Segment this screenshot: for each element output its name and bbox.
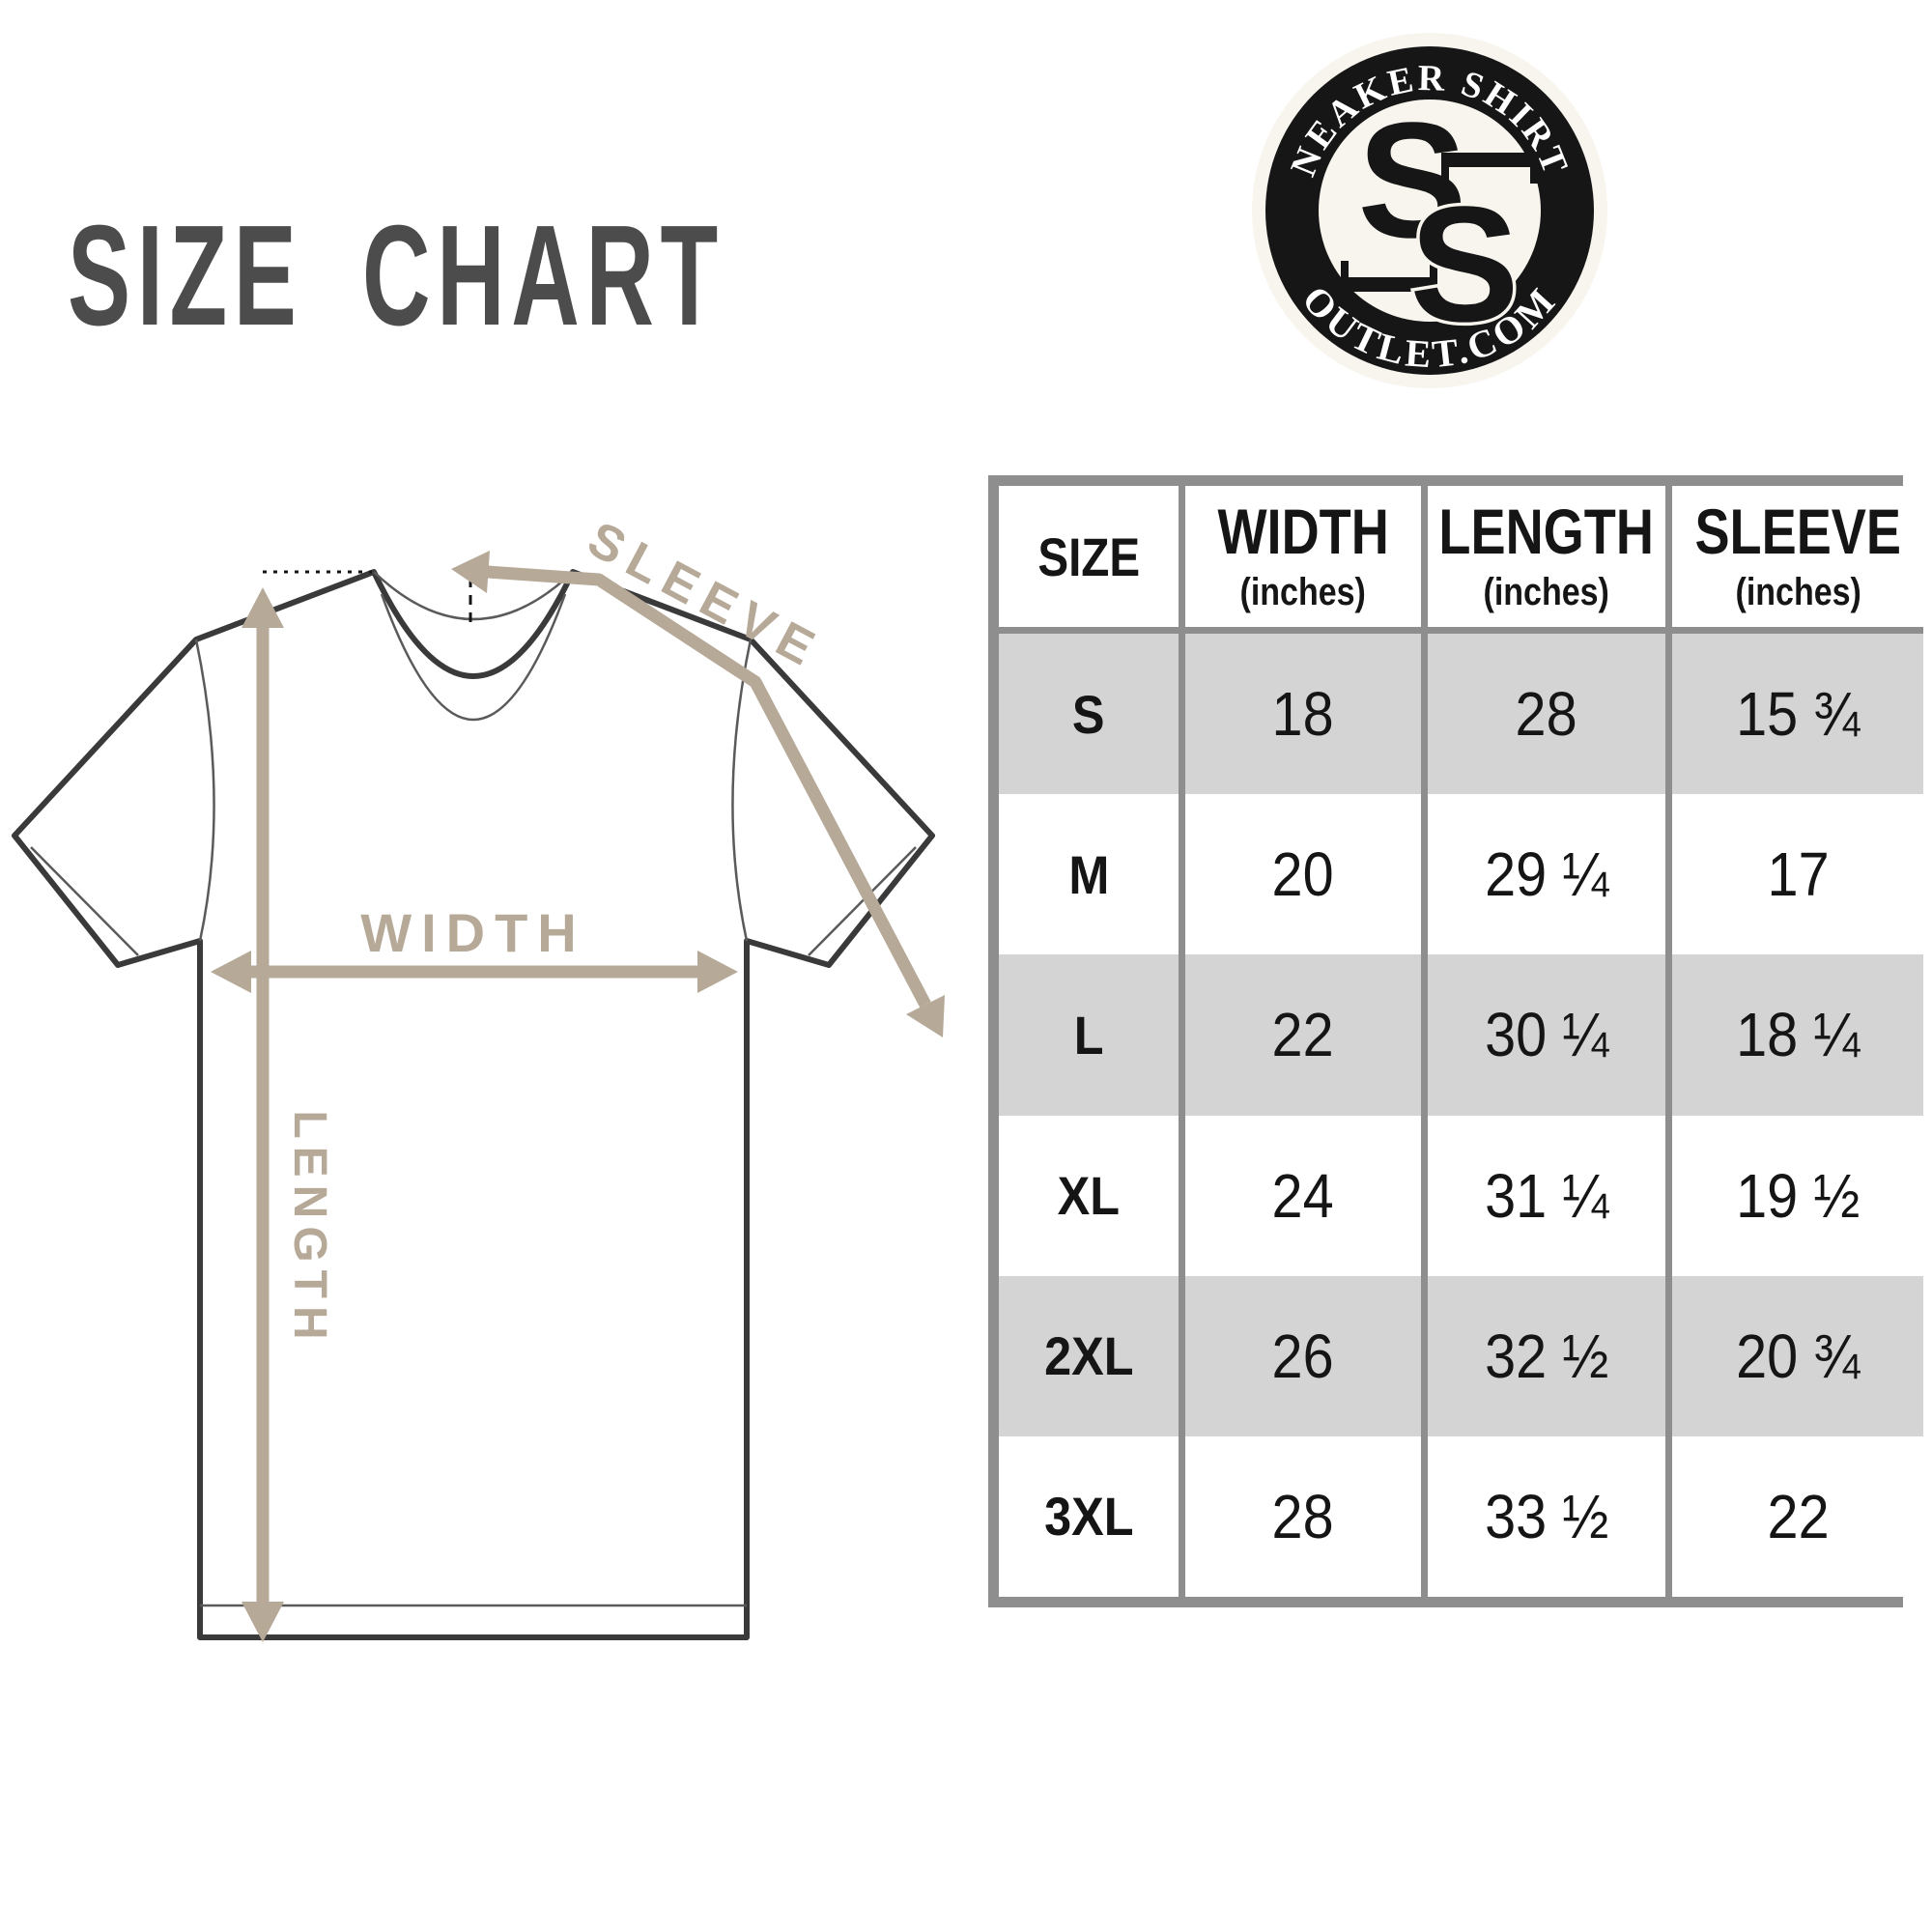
row-3xl-length: 33 ½ xyxy=(1484,1481,1609,1551)
row-l-label: L xyxy=(1073,1004,1104,1065)
row-xl-sleeve: 19 ½ xyxy=(1736,1160,1861,1231)
header-length-unit: (inches) xyxy=(1483,570,1610,613)
row-2xl-width: 26 xyxy=(1271,1321,1335,1391)
header-cell-sleeve: SLEEVE (inches) xyxy=(1672,486,1924,627)
table-row-xl-width: 24 xyxy=(1185,1115,1421,1276)
width-label: WIDTH xyxy=(360,902,586,963)
table-row-m-length: 29 ¼ xyxy=(1428,794,1665,955)
header-sleeve-unit: (inches) xyxy=(1735,570,1861,613)
row-3xl-width: 28 xyxy=(1271,1481,1335,1551)
header-cell-size: SIZE xyxy=(999,486,1179,627)
row-m-length: 29 ¼ xyxy=(1484,839,1609,910)
length-label: LENGTH xyxy=(284,1110,335,1347)
table-row-2xl-length: 32 ½ xyxy=(1428,1275,1665,1436)
table-row-m-width: 20 xyxy=(1185,794,1421,955)
table-row-2xl-sleeve: 20 ¾ xyxy=(1672,1275,1924,1436)
header-cell-length: LENGTH (inches) xyxy=(1428,486,1665,627)
cuff-hem-left xyxy=(30,846,139,956)
header-length-label: LENGTH xyxy=(1438,495,1655,567)
ss-monogram-icon: S S xyxy=(1341,89,1538,360)
table-row-s-width: 18 xyxy=(1185,634,1421,795)
row-2xl-length: 32 ½ xyxy=(1484,1321,1609,1391)
table-row-l-width: 22 xyxy=(1185,954,1421,1116)
table-row-3xl-size: 3XL xyxy=(999,1435,1179,1597)
table-row-xl-sleeve: 19 ½ xyxy=(1672,1115,1924,1276)
tshirt-outline xyxy=(12,569,935,1640)
width-arrow xyxy=(211,951,738,993)
table-row-3xl-sleeve: 22 xyxy=(1672,1435,1924,1597)
row-xl-width: 24 xyxy=(1271,1160,1335,1231)
table-row-s-length: 28 xyxy=(1428,634,1665,795)
table-row-xl-length: 31 ¼ xyxy=(1428,1115,1665,1276)
row-xl-length: 31 ¼ xyxy=(1484,1160,1609,1231)
size-table: SIZE WIDTH (inches) LENGTH (inches) SLEE… xyxy=(988,475,1924,1607)
page-title: SIZE CHART xyxy=(68,196,724,355)
row-m-width: 20 xyxy=(1271,839,1335,910)
row-xl-label: XL xyxy=(1057,1165,1121,1227)
row-s-sleeve: 15 ¾ xyxy=(1736,679,1861,750)
header-cell-width: WIDTH (inches) xyxy=(1185,486,1421,627)
table-row-l-size: L xyxy=(999,954,1179,1116)
row-s-length: 28 xyxy=(1515,679,1578,750)
row-l-width: 22 xyxy=(1271,1000,1335,1070)
header-size-label: SIZE xyxy=(1037,526,1140,587)
brand-logo-badge: SNEAKER SHIRTS OUTLET.COM S S xyxy=(0,0,1607,388)
header-divider xyxy=(999,627,1924,634)
table-row-m-sleeve: 17 xyxy=(1672,794,1924,955)
table-row-xl-size: XL xyxy=(999,1115,1179,1276)
table-row-3xl-width: 28 xyxy=(1185,1435,1421,1597)
monogram-back-s: S xyxy=(1357,89,1466,272)
table-row-s-sleeve: 15 ¾ xyxy=(1672,634,1924,795)
sleeve-arrow xyxy=(451,551,945,1037)
table-row-s-size: S xyxy=(999,634,1179,795)
row-m-label: M xyxy=(1068,843,1109,905)
cuff-hem-right xyxy=(808,846,917,956)
length-arrow xyxy=(242,587,284,1642)
collar-lower-seam xyxy=(380,593,567,721)
row-3xl-sleeve: 22 xyxy=(1767,1481,1830,1551)
row-s-width: 18 xyxy=(1271,679,1335,750)
table-row-2xl-size: 2XL xyxy=(999,1275,1179,1436)
row-m-sleeve: 17 xyxy=(1767,839,1830,910)
armhole-seam-left xyxy=(194,639,215,942)
table-row-m-size: M xyxy=(999,794,1179,955)
row-3xl-label: 3XL xyxy=(1043,1486,1134,1548)
size-table-grid: SIZE WIDTH (inches) LENGTH (inches) SLEE… xyxy=(999,486,1924,1597)
table-row-l-length: 30 ¼ xyxy=(1428,954,1665,1116)
row-l-length: 30 ¼ xyxy=(1484,1000,1609,1070)
table-row-l-sleeve: 18 ¼ xyxy=(1672,954,1924,1116)
table-row-2xl-width: 26 xyxy=(1185,1275,1421,1436)
header-sleeve-label: SLEEVE xyxy=(1694,495,1901,567)
row-l-sleeve: 18 ¼ xyxy=(1736,1000,1861,1070)
row-2xl-label: 2XL xyxy=(1043,1325,1134,1387)
row-2xl-sleeve: 20 ¾ xyxy=(1736,1321,1861,1391)
monogram-front-s: S xyxy=(1409,173,1519,356)
row-s-label: S xyxy=(1072,683,1105,745)
table-row-3xl-length: 33 ½ xyxy=(1428,1435,1665,1597)
header-width-unit: (inches) xyxy=(1239,570,1367,613)
collar-back-seam xyxy=(373,571,574,621)
header-width-label: WIDTH xyxy=(1217,495,1389,567)
